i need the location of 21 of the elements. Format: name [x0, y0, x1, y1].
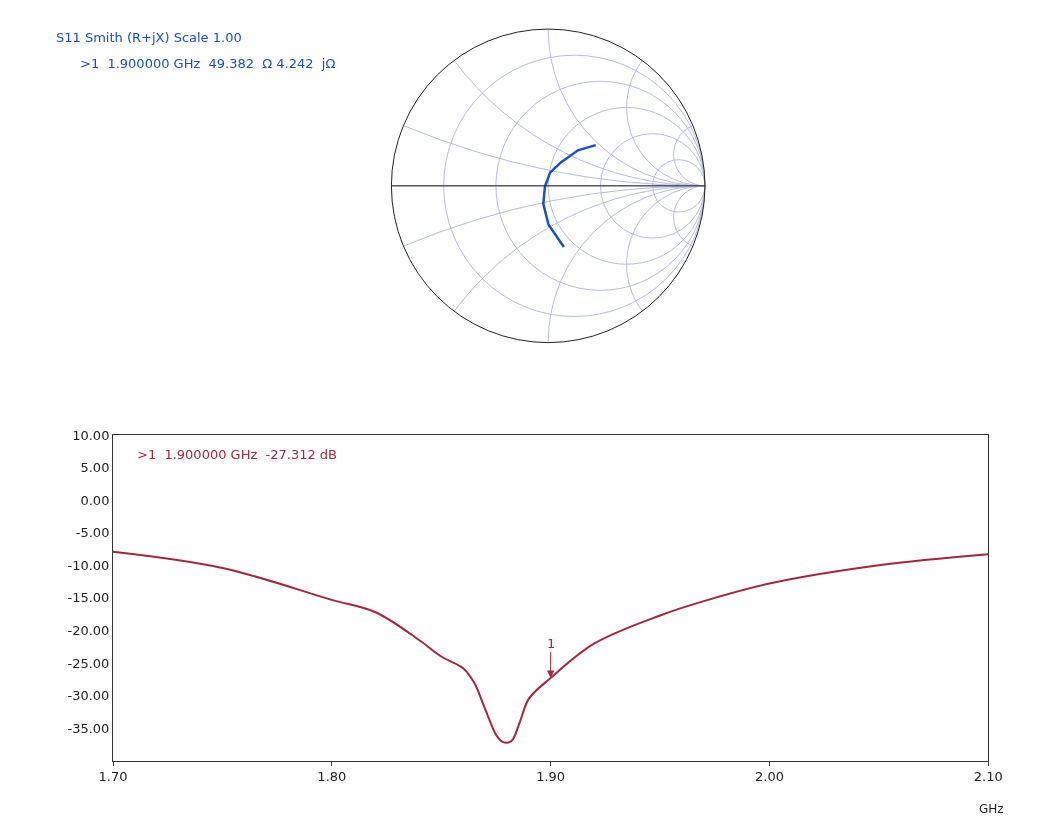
x-tick-label: 2.00 — [754, 769, 784, 785]
y-tick-label: -15.00 — [67, 590, 110, 606]
annotation: >1 1.900000 GHz -27.312 dB — [137, 447, 338, 462]
y-tick-label: -20.00 — [67, 623, 110, 638]
y-tick-label: 0.00 — [80, 492, 110, 508]
y-tick-label: -30.00 — [67, 688, 110, 704]
x-tick-label: 1.90 — [536, 769, 566, 785]
y-tick-label: 5.00 — [80, 460, 110, 476]
x-tick-label: 1.70 — [98, 769, 128, 785]
x-tick-label: 2.10 — [973, 769, 1003, 785]
y-tick-label: -5.00 — [75, 525, 110, 541]
text: S11 Smith (R+jX) Scale 1.00 — [56, 30, 242, 45]
annotation: 1 — [547, 636, 556, 651]
x-axis-title: GHz — [979, 802, 1004, 816]
x-tick-label: 1.80 — [317, 769, 347, 785]
line-series — [113, 550, 989, 743]
y-tick-label: -35.00 — [67, 720, 110, 736]
text: >1 1.900000 GHz 49.382 Ω 4.242 jΩ — [80, 56, 336, 71]
y-tick-label: 10.00 — [72, 427, 110, 443]
y-tick-label: -10.00 — [67, 557, 110, 573]
y-tick-label: -25.00 — [67, 655, 110, 671]
